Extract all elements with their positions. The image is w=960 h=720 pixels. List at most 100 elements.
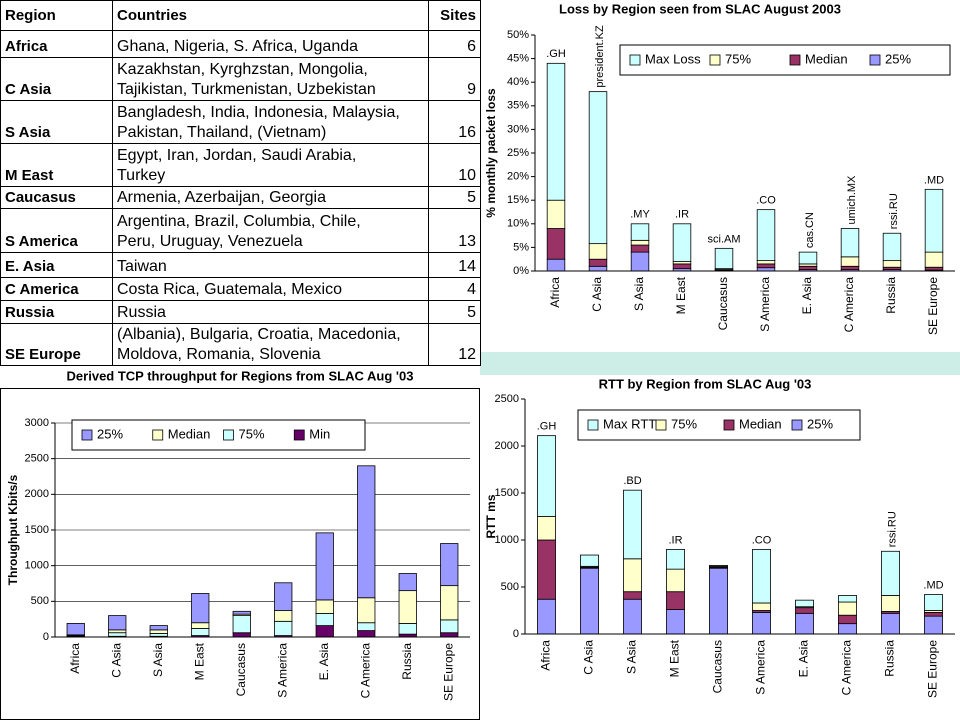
legend-label: 25% — [97, 426, 123, 441]
countries-cell: Russia — [112, 300, 429, 324]
y-tick-label: 30% — [507, 123, 529, 135]
legend-swatch — [587, 419, 599, 431]
x-tick-label: M East — [192, 642, 206, 680]
bar-segment — [232, 615, 251, 634]
legend-swatch — [629, 54, 641, 66]
bar-segment — [795, 599, 814, 608]
legend-label: 75% — [725, 51, 751, 66]
countries-cell: Taiwan — [112, 252, 429, 278]
legend-swatch — [81, 429, 93, 441]
header-cell: Countries — [112, 0, 429, 31]
bar-segment — [630, 239, 650, 246]
x-tick-label: C America — [842, 277, 856, 333]
y-tick-label: 35% — [507, 100, 529, 112]
bar-segment — [357, 597, 376, 624]
bar-segment — [588, 258, 608, 267]
bar-segment — [924, 188, 944, 253]
bar-label: .CO — [752, 534, 772, 546]
bar-segment — [398, 590, 417, 624]
bar-label: rssi.RU — [886, 511, 898, 547]
countries-line: Kazakhstan, Kyrghzstan, Mongolia, — [117, 61, 368, 78]
y-tick-label: 500 — [501, 581, 519, 593]
bar-segment — [66, 623, 85, 636]
bar-segment — [315, 613, 334, 626]
bar-segment — [752, 549, 771, 604]
countries-line: Argentina, Brazil, Columbia, Chile, — [117, 213, 361, 230]
legend-box — [619, 44, 951, 76]
bar-segment — [752, 611, 771, 635]
y-tick-label: 1000 — [495, 534, 519, 546]
bar-segment — [398, 573, 417, 592]
y-tick-label: 50% — [507, 29, 529, 41]
bar-segment — [630, 244, 650, 253]
bar-segment — [315, 625, 334, 638]
legend-box — [71, 419, 366, 451]
x-tick-label: SE Europe — [441, 643, 455, 701]
legend-label: 75% — [671, 416, 697, 431]
countries-line: Peru, Uruguay, Venezuela — [117, 233, 303, 250]
y-axis-label: % monthly packet loss — [484, 88, 498, 218]
legend-label: Max RTT — [603, 416, 656, 431]
bar-segment — [546, 62, 566, 201]
bar-segment — [881, 550, 900, 596]
y-tick-label: 45% — [507, 53, 529, 65]
bar-segment — [588, 243, 608, 260]
countries-line: Taiwan — [117, 258, 167, 275]
y-tick-label: 1500 — [495, 487, 519, 499]
region-table: Region Countries Sites Africa Ghana, Nigeria… — [0, 0, 481, 366]
x-tick-label: Africa — [68, 643, 82, 674]
bar-segment — [315, 532, 334, 601]
legend-swatch — [655, 419, 667, 431]
bar-segment — [149, 629, 168, 634]
bar-segment — [149, 633, 168, 637]
y-tick-label: 0 — [43, 631, 49, 643]
bar-segment — [537, 516, 556, 541]
bar-segment — [666, 549, 685, 570]
countries-line: Bangladesh, India, Indonesia, Malaysia, — [117, 104, 400, 121]
legend-swatch — [293, 429, 305, 441]
legend-label: Median — [739, 416, 782, 431]
x-tick-label: Caucasus — [716, 277, 730, 330]
bar-segment — [798, 265, 818, 270]
bar-segment — [881, 612, 900, 635]
bar-segment — [838, 614, 857, 625]
bar-segment — [709, 564, 728, 567]
bar-segment — [840, 228, 860, 258]
bar-label: cas.CN — [804, 212, 816, 248]
header-cell: Sites — [428, 0, 481, 31]
bar-label: .CO — [756, 195, 776, 207]
legend-label: Min — [309, 426, 330, 441]
region-cell: Caucasus — [0, 186, 113, 209]
bar-label: .MD — [924, 174, 944, 186]
bar-segment — [630, 223, 650, 241]
bar-segment — [440, 543, 459, 587]
legend-label: 25% — [807, 416, 833, 431]
bar-segment — [924, 615, 943, 635]
bar-segment — [546, 228, 566, 260]
countries-cell: Ghana, Nigeria, S. Africa, Uganda — [112, 30, 429, 58]
bar-segment — [756, 260, 776, 265]
x-tick-label: Russia — [400, 643, 414, 680]
bar-segment — [274, 582, 293, 612]
bar-segment — [274, 610, 293, 622]
bar-segment — [315, 599, 334, 614]
divider-strip — [480, 352, 960, 375]
bar-segment — [357, 465, 376, 599]
region-cell: C Asia — [0, 57, 113, 101]
x-tick-label: Africa — [539, 640, 553, 671]
table-row: M East Egypt, Iran, Jordan, Saudi Arabia,… — [0, 143, 481, 187]
table-row: E. Asia Taiwan 14 — [0, 252, 481, 278]
bar-segment — [838, 601, 857, 616]
bar-segment — [840, 256, 860, 267]
legend-box — [577, 409, 861, 441]
bar-label: umich.MX — [846, 175, 858, 225]
bar-segment — [709, 567, 728, 635]
bar-segment — [630, 251, 650, 272]
bar-label: .IR — [668, 534, 682, 546]
sites-cell: 10 — [428, 143, 481, 187]
countries-line: Tajikistan, Turkmenistan, Uzbekistan — [117, 81, 376, 98]
bar-segment — [191, 628, 210, 636]
region-cell: C America — [0, 277, 113, 301]
y-tick-label: 0% — [513, 265, 529, 277]
table-row: Africa Ghana, Nigeria, S. Africa, Uganda 6 — [0, 30, 481, 58]
